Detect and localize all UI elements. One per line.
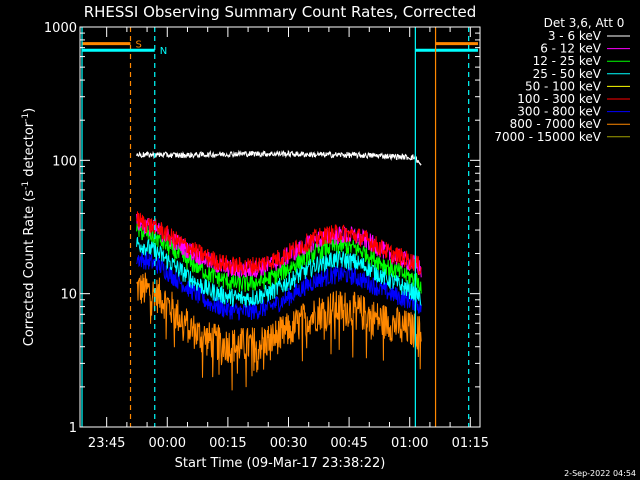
y-tick-label: 1000 [44,21,77,36]
y-axis-label-mid: detector [22,121,37,181]
y-axis-label-sup1: -1 [21,181,31,190]
y-tick-label: 100 [52,154,77,169]
marker-layer: SN [81,27,478,427]
x-tick-label: 00:15 [209,436,246,451]
x-tick-label: 23:45 [88,436,125,451]
legend-header: Det 3,6, Att 0 [544,16,625,30]
series-line [136,149,422,166]
footer-date: 2-Sep-2022 04:54 [564,469,636,478]
x-tick-label: 00:45 [330,436,367,451]
series-layer [136,149,422,391]
series-line [136,272,422,391]
legend-label: 12 - 25 keV [533,54,602,68]
x-axis: 23:45 00:00 00:15 00:30 00:45 01:00 01:15 [88,27,489,451]
y-axis-label-sup2: -1 [21,113,31,122]
legend-label: 50 - 100 keV [525,79,602,93]
series-line [136,211,422,276]
legend-label: 6 - 12 keV [540,42,602,56]
y-tick-label: 10 [60,288,77,303]
marker-label: S [136,40,142,51]
plot-frame [79,26,481,428]
y-tick-label: 1 [69,421,77,436]
chart-title: RHESSI Observing Summary Count Rates, Co… [84,3,477,21]
y-axis-label-end: ) [22,108,37,113]
y-axis-label-main: Corrected Count Rate (s [22,190,37,347]
x-axis-label: Start Time (09-Mar-17 23:38:22) [175,456,386,471]
x-tick-label: 00:00 [149,436,186,451]
marker-label: N [160,46,167,57]
legend-label: 25 - 50 keV [533,67,602,81]
legend-label: 300 - 800 keV [517,105,601,119]
x-tick-label: 01:00 [391,436,428,451]
series-line [136,222,422,294]
legend-label: 800 - 7000 keV [510,117,602,131]
legend-label: 7000 - 15000 keV [494,130,601,144]
series-line [136,236,422,308]
y-axis-label: Corrected Count Rate (s-1 detector-1) [21,108,37,346]
series-line [136,251,422,321]
legend-label: 3 - 6 keV [548,29,602,43]
x-tick-label: 01:15 [452,436,489,451]
y-axis: 1 10 100 1000 [44,21,480,436]
legend-label: 100 - 300 keV [517,92,601,106]
x-tick-label: 00:30 [270,436,307,451]
